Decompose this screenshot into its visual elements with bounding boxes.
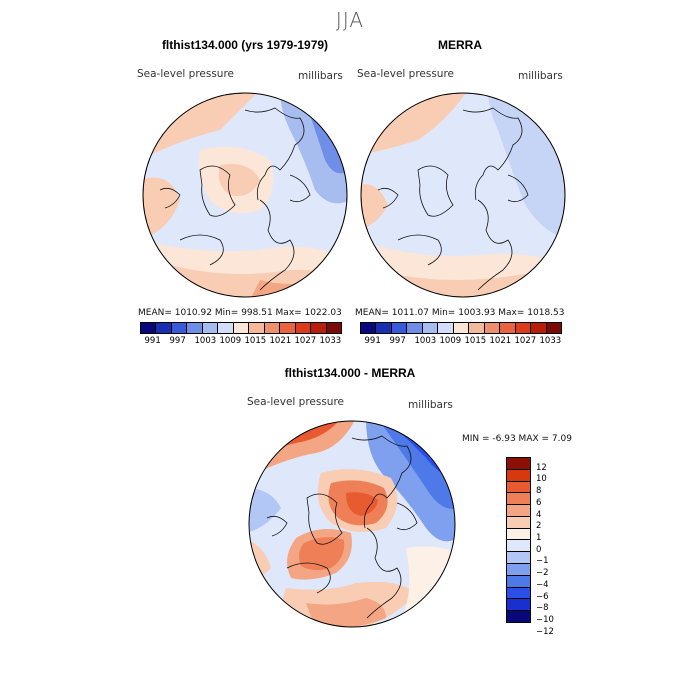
colorbar-swatch xyxy=(507,575,530,588)
panel-title-model: flthist134.000 (yrs 1979-1979) xyxy=(161,38,329,52)
colorbar-swatch xyxy=(218,323,234,333)
panel-title-merra: MERRA xyxy=(438,38,482,52)
colorbar-tick-label: 1027 xyxy=(294,336,317,346)
colorbar-swatch xyxy=(141,323,157,333)
colorbar-swatch xyxy=(187,323,203,333)
colorbar-tick-label: 0 xyxy=(536,544,542,555)
colorbar-tick-label: 991 xyxy=(144,336,161,346)
colorbar-swatch xyxy=(391,323,408,333)
colorbar-swatch xyxy=(531,323,547,333)
colorbar-swatch xyxy=(507,469,530,482)
colorbar-swatch xyxy=(249,323,265,333)
colorbar-swatch xyxy=(280,323,296,333)
colorbar-swatch xyxy=(311,323,327,333)
units-label-difference: millibars xyxy=(408,399,453,411)
stats-model: MEAN= 1010.92 Min= 998.51 Max= 1022.03 xyxy=(138,308,342,318)
colorbar-tick-label: −10 xyxy=(536,615,554,625)
variable-label-merra: Sea-level pressure xyxy=(357,68,455,80)
colorbar-tick-label: 1027 xyxy=(514,336,537,346)
colorbar-swatch xyxy=(507,493,530,506)
colorbar-tick-label: 2 xyxy=(536,521,542,532)
units-label-merra: millibars xyxy=(518,70,563,82)
colorbar-tick-label: 1003 xyxy=(194,336,217,346)
units-label-model: millibars xyxy=(298,70,343,82)
variable-label-difference: Sea-level pressure xyxy=(247,396,345,408)
colorbar-tick-label: −6 xyxy=(536,591,549,602)
colorbar-tick-label: 1021 xyxy=(489,336,512,346)
colorbar-swatch xyxy=(515,323,532,333)
colorbar-difference-ticks: 12 10 8 6 4 2 1 0 −1 −2 −4 −6 −8 −10 −12 xyxy=(536,457,576,637)
colorbar-swatch xyxy=(507,540,530,553)
colorbar-tick-label: 8 xyxy=(536,486,542,497)
colorbar-swatch xyxy=(507,611,530,622)
colorbar-swatch xyxy=(438,323,454,333)
colorbar-swatch xyxy=(500,323,516,333)
panel-title-difference: flthist134.000 - MERRA xyxy=(284,366,416,380)
colorbar-tick-label: 1 xyxy=(536,533,542,543)
colorbar-tick-label: −12 xyxy=(536,626,554,637)
stats-merra: MEAN= 1011.07 Min= 1003.93 Max= 1018.53 xyxy=(355,308,565,318)
colorbar-swatch xyxy=(171,323,188,333)
map-difference-polar xyxy=(248,420,456,628)
colorbar-tick-label: 991 xyxy=(364,336,381,346)
colorbar-tick-label: 1015 xyxy=(464,336,487,346)
colorbar-swatch xyxy=(422,323,439,333)
colorbar-swatch xyxy=(507,458,530,470)
colorbar-tick-label: −2 xyxy=(536,568,549,579)
colorbar-swatch xyxy=(233,323,250,333)
colorbar-tick-label: 1015 xyxy=(244,336,267,346)
colorbar-swatch xyxy=(507,599,530,612)
colorbar-tick-label: −1 xyxy=(536,556,549,567)
colorbar-tick-label: 1033 xyxy=(539,336,562,346)
colorbar-model xyxy=(140,322,342,334)
colorbar-tick-label: 1003 xyxy=(414,336,437,346)
colorbar-tick-label: 6 xyxy=(536,497,542,508)
colorbar-swatch xyxy=(507,564,530,576)
colorbar-swatch xyxy=(361,323,377,333)
colorbar-tick-label: 10 xyxy=(536,474,547,485)
colorbar-tick-label: 1009 xyxy=(219,336,242,346)
colorbar-swatch xyxy=(407,323,423,333)
colorbar-swatch xyxy=(507,481,530,494)
colorbar-swatch xyxy=(507,528,530,541)
colorbar-swatch xyxy=(156,323,172,333)
colorbar-swatch xyxy=(546,323,562,333)
colorbar-tick-label: 1009 xyxy=(439,336,462,346)
colorbar-tick-label: −8 xyxy=(536,603,549,614)
colorbar-swatch xyxy=(295,323,312,333)
map-merra-polar xyxy=(360,92,566,298)
colorbar-swatch xyxy=(507,516,530,529)
colorbar-tick-label: 997 xyxy=(169,336,186,346)
variable-label-model: Sea-level pressure xyxy=(137,68,235,80)
colorbar-tick-label: −4 xyxy=(536,579,549,590)
colorbar-swatch xyxy=(376,323,392,333)
colorbar-difference xyxy=(506,457,531,623)
colorbar-tick-label: 4 xyxy=(536,509,542,520)
figure-title: JJA xyxy=(335,8,365,32)
colorbar-swatch xyxy=(507,505,530,517)
colorbar-tick-label: 1021 xyxy=(269,336,292,346)
colorbar-swatch xyxy=(453,323,470,333)
colorbar-merra xyxy=(360,322,562,334)
colorbar-tick-label: 1033 xyxy=(319,336,342,346)
colorbar-swatch xyxy=(484,323,501,333)
colorbar-swatch xyxy=(326,323,342,333)
map-model-polar xyxy=(142,92,348,298)
colorbar-swatch xyxy=(507,587,530,600)
colorbar-swatch xyxy=(469,323,485,333)
colorbar-swatch xyxy=(202,323,219,333)
stats-difference: MIN = -6.93 MAX = 7.09 xyxy=(462,434,572,444)
colorbar-tick-label: 997 xyxy=(389,336,406,346)
colorbar-swatch xyxy=(264,323,281,333)
colorbar-tick-label: 12 xyxy=(536,462,547,473)
colorbar-swatch xyxy=(507,552,530,565)
